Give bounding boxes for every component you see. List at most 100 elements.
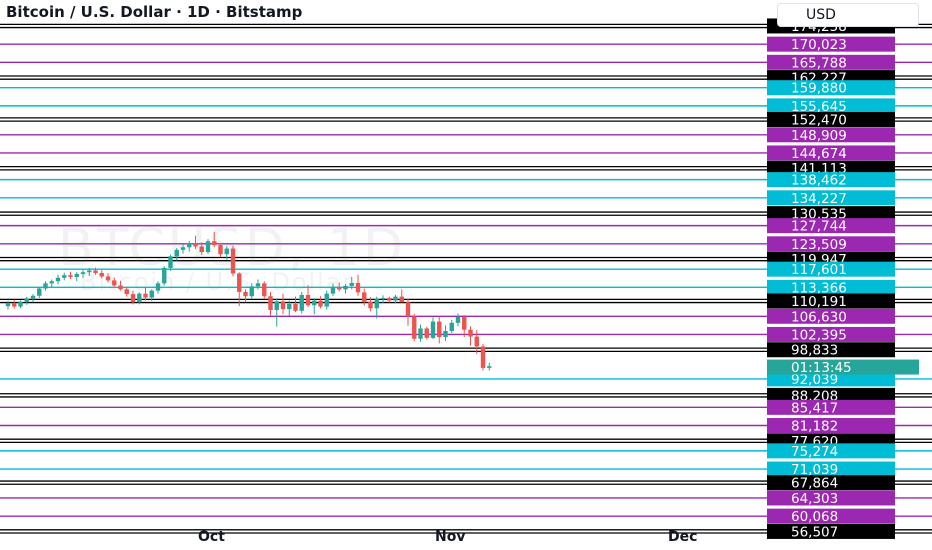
candle-body [149,290,154,298]
candle-body [312,300,317,306]
price-label-67,864: 67,864 [791,476,838,492]
price-label-102,395-bg [767,326,895,342]
price-label-71,039-bg [767,461,895,477]
price-label-98,833: 98,833 [791,343,838,359]
candle-body [337,286,342,290]
price-label-106,630-bg [767,308,895,324]
price-label-110,191: 110,191 [791,294,847,310]
candle-body [30,295,36,299]
price-label-123,509-bg [767,236,895,252]
candle-body [105,276,111,281]
candle-body [80,272,86,274]
price-label-127,744: 127,744 [791,219,847,235]
candle-body [249,286,254,297]
price-label-159,880-bg [767,80,895,96]
candle-body [424,328,429,338]
price-label-170,023: 170,023 [791,37,847,53]
candle-body [387,297,392,301]
currency-selector[interactable]: USD [777,3,919,27]
price-label-130,535-bg [767,206,895,222]
candle-body [355,282,361,293]
candle-body [237,273,242,292]
x-axis-label-dec: Dec [668,529,698,545]
candle-body [243,291,248,297]
candle-body [199,246,204,253]
candle-body [187,243,192,248]
candle-body [455,316,461,323]
price-label-117,601: 117,601 [791,262,847,278]
candle-body [362,292,367,302]
price-label-56,507: 56,507 [791,524,838,540]
price-label-98,833-bg [767,342,895,358]
price-label-67,864-bg [767,475,895,491]
candle-body [24,298,29,302]
candle-body [449,322,454,331]
price-label-75,274-bg [767,443,895,459]
candle-body [205,241,211,253]
candle-body [212,241,217,246]
candle-body [480,346,486,368]
candle-body [299,294,304,311]
price-label-170,023-bg [767,36,895,52]
current-price-countdown: 01:13:45 [791,360,852,376]
price-label-88,208-bg [767,387,895,403]
candle-body [49,281,54,284]
candle-body [112,280,117,286]
price-label-71,039: 71,039 [791,462,838,478]
price-label-148,909-bg [767,127,895,143]
candle-body [143,293,148,298]
candle-body [268,296,273,310]
price-label-64,303: 64,303 [791,491,838,507]
candle-body [43,283,48,289]
price-label-144,674-bg [767,145,895,161]
candle-body [412,316,417,339]
price-label-159,880: 159,880 [791,81,847,97]
candle-body [255,283,261,287]
candle-body [262,283,267,297]
candle-body [380,297,386,300]
chart-title: Bitcoin / U.S. Dollar · 1D · Bitstamp [6,3,303,21]
price-label-75,274: 75,274 [791,444,838,460]
candle-body [124,289,129,295]
name-watermark: Bitcoin / U.S. Dollar [80,268,355,296]
candle-body [437,321,442,338]
candle-body [62,275,67,278]
price-label-85,417: 85,417 [791,400,838,416]
price-label-113,366-bg [767,279,895,295]
candle-body [368,301,373,309]
candle-body [293,303,298,311]
candle-body [305,294,311,306]
price-label-144,674: 144,674 [791,146,847,162]
candle-body [324,293,329,307]
candle-body [399,296,404,303]
candle-body [162,267,167,284]
price-label-92,039-bg [767,371,895,387]
candle-body [130,294,136,303]
candle-body [418,328,423,339]
candle-body [430,321,436,338]
candle-body [474,336,479,347]
candle-body [224,248,229,255]
candle-body [37,288,42,296]
price-label-81,182: 81,182 [791,419,838,435]
price-label-117,601-bg [767,261,895,277]
symbol-watermark: BTCUSD, 1D [58,218,406,278]
price-label-165,788: 165,788 [791,55,847,71]
price-label-110,191-bg [767,293,895,309]
candle-body [218,245,223,255]
candle-body [318,300,323,307]
candle-body [155,283,161,291]
price-label-155,645: 155,645 [791,99,847,115]
candlestick-series[interactable] [5,231,492,371]
price-label-60,068-bg [767,508,895,524]
candle-body [193,243,198,247]
candle-body [287,303,292,310]
price-scale[interactable]: 174,258170,023165,788162,227159,880155,6… [767,18,919,540]
price-label-60,068: 60,068 [791,509,838,525]
candle-body [99,273,104,277]
price-label-134,227-bg [767,190,895,206]
price-label-155,645-bg [767,98,895,114]
price-label-165,788-bg [767,54,895,70]
candle-body [87,270,92,273]
